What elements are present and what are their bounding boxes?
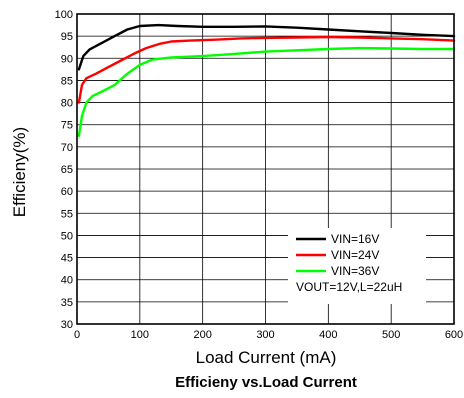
x-tick-label: 600 xyxy=(445,329,463,341)
y-tick-label: 100 xyxy=(55,9,73,21)
chart-title: Efficieny vs.Load Current xyxy=(175,374,357,391)
y-tick-label: 40 xyxy=(61,275,73,287)
legend-box xyxy=(288,228,426,304)
x-tick-label: 300 xyxy=(256,329,274,341)
legend-entry: VIN=36V xyxy=(331,264,379,278)
y-tick-label: 70 xyxy=(61,142,73,154)
y-tick-label: 35 xyxy=(61,297,73,309)
y-axis-label: Efficieny(%) xyxy=(10,127,29,217)
grid xyxy=(77,14,454,324)
y-tick-label: 85 xyxy=(61,75,73,87)
y-tick-label: 50 xyxy=(61,230,73,242)
x-axis-label: Load Current (mA) xyxy=(196,348,337,367)
tick-labels: 0 100 200 300 400 500 600 30 35 40 45 50 55 60 65 70 75 8… xyxy=(55,9,464,341)
legend-entry: VIN=16V xyxy=(331,232,379,246)
x-tick-label: 200 xyxy=(193,329,211,341)
x-tick-label: 400 xyxy=(319,329,337,341)
y-tick-label: 95 xyxy=(61,31,73,43)
legend: VIN=16V VIN=24V VIN=36V VOUT=12V,L=22uH xyxy=(288,228,426,304)
legend-entry: VIN=24V xyxy=(331,248,379,262)
series-lines xyxy=(77,23,456,138)
x-tick-label: 500 xyxy=(382,329,400,341)
plot-frame xyxy=(76,13,455,325)
legend-note: VOUT=12V,L=22uH xyxy=(296,280,402,294)
y-tick-label: 80 xyxy=(61,98,73,110)
y-tick-label: 90 xyxy=(61,53,73,65)
y-tick-label: 30 xyxy=(61,319,73,331)
x-tick-label: 100 xyxy=(131,329,149,341)
series-line-vin-36v xyxy=(77,46,456,138)
series-line-vin-24v xyxy=(77,35,456,104)
y-tick-label: 65 xyxy=(61,164,73,176)
y-tick-label: 75 xyxy=(61,120,73,132)
x-tick-label: 0 xyxy=(74,329,80,341)
y-tick-label: 45 xyxy=(61,253,73,265)
y-tick-label: 55 xyxy=(61,208,73,220)
series-line-vin-16v xyxy=(77,23,456,71)
y-tick-label: 60 xyxy=(61,186,73,198)
